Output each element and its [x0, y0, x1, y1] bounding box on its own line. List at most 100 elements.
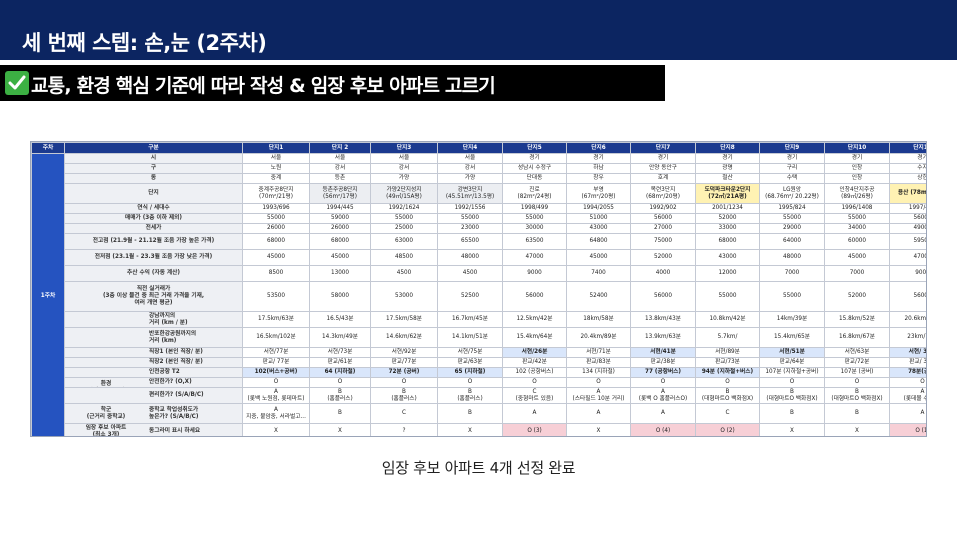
- cell-banpo-2: 14.3km/49분: [309, 327, 371, 348]
- cell-recent-11: 56000: [889, 281, 926, 312]
- table-row-conv: 편리한가? (S/A/B/C) A (롯백 노원점, 롯데마트) B (홈플러스) B (홈…: [32, 387, 926, 404]
- cell-jeonse-3: 25000: [370, 223, 438, 234]
- cell-danji-2: 등촌주공8단지 (56m²/17평): [309, 183, 371, 204]
- cell-school-1-text: A: [274, 406, 278, 413]
- row-label-safe-text: 안전한가? (O,X): [149, 379, 192, 385]
- cell-sale-3: 55000: [370, 213, 438, 224]
- cell-pick-5: O (3): [502, 423, 567, 436]
- cell-year-7-text: 1992/902: [649, 205, 677, 211]
- cell-pick-10-text: X: [855, 428, 859, 434]
- cell-peak-6-text: 64800: [589, 238, 608, 244]
- cell-danji-3: 가양2단지성지 (49㎡/15A평): [370, 183, 438, 204]
- cell-pick-5-text: O (3): [527, 428, 542, 434]
- cell-year-1: 1993/696: [242, 203, 310, 214]
- cell-dong-4: 가양: [437, 173, 503, 184]
- cell-job1-6: 서현/71분: [566, 347, 631, 358]
- cell-year-2: 1994/445: [309, 203, 371, 214]
- cell-conv-11-text: A: [920, 388, 925, 395]
- cell-danji-4-text: (45.51m²/13.5평): [445, 193, 495, 200]
- cell-job2-4: 판교/63분: [437, 357, 503, 368]
- cell-safe-5-text: O: [532, 379, 537, 385]
- cell-conv-6: A (스타필드 10분 거리): [566, 387, 631, 404]
- cell-conv-9-text: B: [790, 388, 794, 395]
- cell-danji-10-text: (89㎡/26평): [841, 193, 873, 200]
- cell-safe-11-text: O: [920, 379, 925, 385]
- cell-safe-11: O: [889, 377, 926, 388]
- cell-sale-4-text: 55000: [460, 215, 480, 221]
- cell-banpo-10-text: 16.8km/67분: [839, 334, 875, 340]
- cell-gu-9-text: 구리: [786, 165, 798, 171]
- row-label-banpo: 반포한강공원까지의 거리 (km): [64, 327, 243, 348]
- cell-banpo-6-text: 20.4km/89분: [580, 334, 617, 340]
- cell-dong-7: 호계: [630, 173, 696, 184]
- cell-job1-8-text: 서현/89분: [715, 349, 740, 355]
- header-bar: 세 번째 스텝: 손,눈 (2주차): [0, 0, 957, 60]
- week-label: 1주차: [31, 153, 65, 436]
- cell-gangnam-9: 14km/39분: [759, 311, 825, 328]
- cell-dong-7-text: 호계: [657, 175, 669, 181]
- cell-job1-5: 서현/26분: [502, 347, 567, 358]
- cell-danji-7-text: 목련3단지: [650, 186, 676, 193]
- cell-gain-1-text: 8500: [268, 270, 284, 276]
- group-school: 학군 (근거리 중학교): [67, 407, 145, 421]
- cell-jeonse-8: 33000: [695, 223, 760, 234]
- row-label-low: 전저점 (23.1월 - 23.3월 조음 가장 낮은 가격): [64, 249, 243, 266]
- cell-dong-11: 상현: [889, 173, 927, 184]
- cell-safe-10-text: O: [854, 379, 860, 385]
- cell-school-11: A: [889, 403, 926, 424]
- cell-job1-9-text: 서현/51분: [779, 349, 805, 355]
- cell-dong-6: 창우: [566, 173, 631, 184]
- cell-si-7: 경기: [630, 153, 696, 164]
- row-label-recent-text: 여러 개면 평균): [134, 300, 173, 306]
- cell-sale-5-text: 55000: [525, 215, 544, 221]
- cell-gangnam-5-text: 12.5km/42분: [516, 316, 553, 322]
- row-label-recent-text: 직전 실거래가: [136, 286, 171, 292]
- row-label-recent: 직전 실거래가 (3층 이상 물건 중 최근 거래 가격을 기재, 여러 개면 평균…: [64, 281, 243, 312]
- cell-peak-3-text: 63000: [394, 238, 414, 244]
- cell-pick-4: X: [437, 423, 503, 436]
- cell-gu-5-text: 성남시 수정구: [517, 165, 552, 171]
- header-danji-8: 단지8: [695, 142, 760, 154]
- cell-low-9: 48000: [759, 249, 825, 266]
- cell-incheon-11-text: 78분(공버): [908, 369, 926, 375]
- cell-peak-4: 65500: [437, 233, 503, 250]
- cell-recent-9-text: 55000: [782, 293, 802, 299]
- cell-jeonse-6: 43000: [566, 223, 631, 234]
- row-label-school: 학군 (근거리 중학교) 중학교 학업성취도가 높은가? (S/A/B/C): [64, 403, 243, 424]
- cell-dong-11-text: 상현: [917, 175, 927, 181]
- cell-year-3-text: 1992/1624: [388, 205, 420, 211]
- cell-peak-9: 64000: [759, 233, 825, 250]
- cell-jeonse-1-text: 26000: [266, 225, 286, 231]
- cell-incheon-5: 102 (공항버스): [502, 367, 567, 378]
- row-label-year-text: 연식 / 세대수: [137, 205, 170, 211]
- cell-dong-5-text: 단대동: [526, 175, 543, 181]
- cell-job1-7: 서현/41분: [630, 347, 696, 358]
- cell-recent-2-text: 58000: [330, 293, 350, 299]
- cell-gangnam-1-text: 17.5km/63분: [258, 316, 294, 322]
- cell-danji-11-text: 용산 (78m²/23평): [897, 190, 927, 196]
- cell-danji-2-text: (56m²/17평): [323, 193, 357, 200]
- cell-recent-3: 53000: [370, 281, 438, 312]
- cell-si-5-text: 경기: [529, 155, 540, 161]
- table-row-incheon: 인천공항 T2 102(버스+공버) 64 (지하철) 72분 (공버) 65 (지하철…: [32, 367, 926, 378]
- cell-low-2-text: 45000: [330, 254, 350, 260]
- cell-banpo-2-text: 14.3km/49분: [322, 334, 358, 340]
- header-danji-3: 단지3: [370, 142, 438, 154]
- cell-school-7-text: A: [661, 410, 665, 416]
- cell-banpo-1: 16.5km/102분: [242, 327, 310, 348]
- cell-si-2-text: 서울: [334, 155, 346, 161]
- cell-sale-1-text: 55000: [266, 215, 286, 221]
- cell-recent-4-text: 52500: [460, 293, 480, 299]
- cell-year-1-text: 1993/696: [262, 205, 290, 211]
- cell-incheon-10: 107분 (공버): [824, 367, 890, 378]
- cell-gangnam-7-text: 13.8km/43분: [645, 316, 681, 322]
- cell-safe-6: O: [566, 377, 631, 388]
- cell-low-6-text: 45000: [589, 254, 608, 260]
- cell-pick-4-text: X: [468, 428, 472, 434]
- cell-gain-11-text: 9000: [915, 270, 927, 276]
- cell-incheon-6-text: 134 (지하철): [582, 369, 615, 375]
- cell-conv-7: A (롯백 O 홈플러스O): [630, 387, 696, 404]
- cell-dong-4-text: 가양: [464, 175, 476, 181]
- cell-si-1-text: 서울: [270, 155, 282, 161]
- header-danji-5: 단지5: [502, 142, 567, 154]
